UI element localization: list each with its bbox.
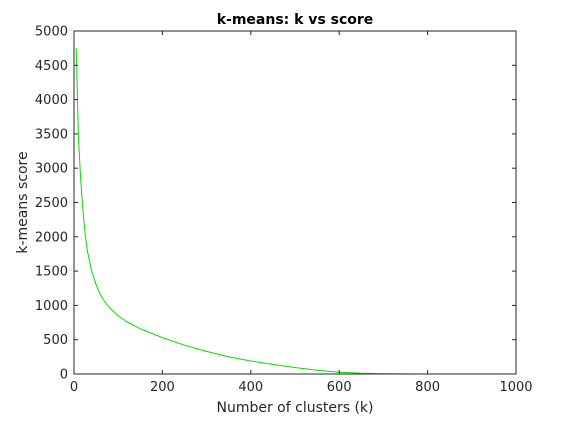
plot-area <box>74 31 516 374</box>
y-tick-label: 0 <box>60 368 68 383</box>
x-axis-label: Number of clusters (k) <box>216 400 373 416</box>
x-tick-label: 0 <box>70 380 78 395</box>
y-tick-label: 2500 <box>35 196 68 211</box>
y-tick-label: 3000 <box>35 162 68 177</box>
tick-layer: 0 200 400 600 800 1000 0 500 1000 1500 2000 2500 300… <box>35 25 533 396</box>
y-tick-label: 4000 <box>35 93 68 108</box>
y-tick-label: 4500 <box>35 59 68 74</box>
x-tick-label: 600 <box>327 380 352 395</box>
y-tick-label: 1000 <box>35 299 68 314</box>
y-axis-label: k-means score <box>15 151 31 253</box>
chart-title: k-means: k vs score <box>217 12 374 28</box>
x-tick-label: 200 <box>150 380 175 395</box>
y-tick-label: 2000 <box>35 230 68 245</box>
x-tick-label: 800 <box>415 380 440 395</box>
x-tick-label: 1000 <box>499 380 532 395</box>
x-tick-label: 400 <box>238 380 263 395</box>
y-tick-label: 5000 <box>35 25 68 40</box>
y-tick-label: 1500 <box>35 265 68 280</box>
y-tick-label: 3500 <box>35 127 68 142</box>
y-tick-label: 500 <box>43 333 68 348</box>
